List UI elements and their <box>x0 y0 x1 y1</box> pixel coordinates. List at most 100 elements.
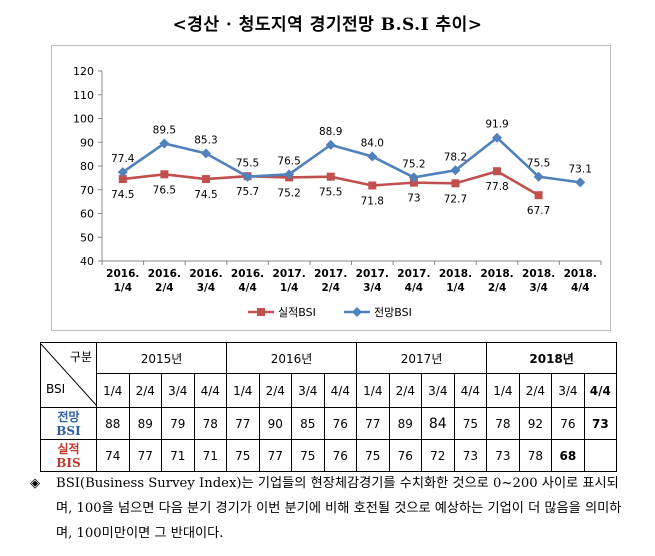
quarter-header: 3/4 <box>161 373 195 408</box>
quarter-header: 2/4 <box>128 373 162 408</box>
table-cell: 72 <box>421 439 455 472</box>
data-label: 88.9 <box>319 126 342 138</box>
data-label: 75.7 <box>236 186 259 198</box>
data-label: 73.1 <box>569 163 592 175</box>
x-tick-label: 1/4 <box>114 282 132 294</box>
data-label: 73 <box>407 193 420 205</box>
table-cell: 71 <box>193 439 228 472</box>
data-point-actual <box>451 179 460 188</box>
quarter-header: 3/4 <box>291 373 325 408</box>
data-point-actual <box>160 170 169 179</box>
y-tick-label: 80 <box>80 160 94 173</box>
row-header: 전망 BSI <box>40 407 97 440</box>
quarter-header: 2/4 <box>518 373 553 408</box>
table-cell: 75 <box>291 439 325 472</box>
data-label: 74.5 <box>111 189 134 201</box>
table-cell <box>583 439 618 472</box>
row-header-line1: 전망 <box>57 409 80 424</box>
x-tick-label: 2017. <box>314 268 347 280</box>
table-row: 전망 BSI 88 89 79 78 77 90 85 76 77 89 84 75 78 92 76 73 <box>40 407 618 440</box>
table-cell: 84 <box>421 407 455 440</box>
x-tick-label: 2018. <box>564 268 597 280</box>
table-cell: 89 <box>388 407 423 440</box>
x-tick-label: 2016. <box>231 268 264 280</box>
table-cell: 78 <box>518 439 553 472</box>
quarter-header: 3/4 <box>421 373 455 408</box>
table-cell: 71 <box>161 439 195 472</box>
table-row: 실적 BIS 74 77 71 71 75 77 75 76 75 76 72 73 73 78 68 <box>40 439 618 472</box>
data-label: 75.5 <box>319 187 342 199</box>
table-cell: 92 <box>518 407 553 440</box>
data-point-forecast <box>284 169 295 180</box>
quarter-header-row: 1/4 2/4 3/4 4/4 1/4 2/4 3/4 4/4 1/4 2/4 3/4 4/4 1/4 2… <box>41 373 618 408</box>
data-label: 76.5 <box>277 155 300 167</box>
x-tick-label: 2017. <box>273 268 306 280</box>
data-label: 67.7 <box>527 205 550 217</box>
y-tick-label: 50 <box>80 231 94 244</box>
x-tick-label: 2/4 <box>155 282 173 294</box>
quarter-header: 2/4 <box>388 373 423 408</box>
row-header-line1: 실적 <box>57 441 80 456</box>
table-cell: 90 <box>258 407 293 440</box>
chart-panel: 40 50 60 70 80 90 100 110 120 2016. 1/4 2016. 2/4 201… <box>51 45 611 331</box>
table-cell: 89 <box>128 407 162 440</box>
x-tick-label: 1/4 <box>446 282 464 294</box>
data-point-forecast <box>159 138 170 149</box>
y-tick-label: 90 <box>80 136 94 149</box>
data-point-forecast <box>325 139 336 150</box>
data-label: 75.5 <box>236 158 259 170</box>
table-cell: 73 <box>486 439 520 472</box>
x-tick-label: 4/4 <box>571 282 589 294</box>
y-tick-label: 120 <box>73 65 94 78</box>
table-cell: 78 <box>486 407 520 440</box>
table-cell: 77 <box>128 439 162 472</box>
year-header: 2015년 <box>95 342 228 374</box>
bullet-icon: ◈ <box>30 476 41 491</box>
table-cell: 75 <box>356 439 390 472</box>
data-label: 71.8 <box>361 195 384 207</box>
y-tick-label: 40 <box>80 255 94 268</box>
corner-bottom-label: BSI <box>46 382 66 396</box>
x-tick-label: 1/4 <box>280 282 298 294</box>
quarter-header: 1/4 <box>226 373 260 408</box>
legend-swatch-marker <box>352 307 362 317</box>
corner-top-label: 구분 <box>69 350 92 364</box>
data-point-actual <box>409 178 418 187</box>
table-header-row: 구분 BSI 2015년 2016년 2017년 2018년 <box>40 342 618 408</box>
year-header: 2017년 <box>356 342 488 374</box>
table-cell: 85 <box>291 407 325 440</box>
data-label: 78.2 <box>444 151 467 163</box>
table-cell: 73 <box>583 407 618 440</box>
x-tick-label: 3/4 <box>363 282 381 294</box>
legend-label: 실적BSI <box>278 306 316 319</box>
quarter-header: 3/4 <box>551 373 585 408</box>
table-cell: 78 <box>193 407 228 440</box>
data-label: 74.5 <box>194 189 217 201</box>
data-point-forecast <box>242 171 253 182</box>
data-label: 75.2 <box>277 187 300 199</box>
x-tick-label: 2017. <box>356 268 389 280</box>
data-label: 75.2 <box>402 158 425 170</box>
x-tick-label: 2016. <box>148 268 181 280</box>
footnote: ◈ BSI(Business Survey Index)는 기업들의 현장체감경… <box>30 471 630 546</box>
data-label: 75.5 <box>527 158 550 170</box>
data-label: 84.0 <box>361 138 384 150</box>
data-point-forecast <box>200 148 211 159</box>
quarter-header: 1/4 <box>486 373 520 408</box>
table-cell: 88 <box>96 407 130 440</box>
table-cell: 77 <box>356 407 390 440</box>
y-tick-label: 100 <box>73 113 94 126</box>
table-cell: 68 <box>551 439 585 472</box>
x-tick-label: 2016. <box>189 268 222 280</box>
table-cell: 76 <box>551 407 585 440</box>
table-cell: 76 <box>388 439 423 472</box>
legend-label: 전망BSI <box>374 306 412 319</box>
page-title: <경산 · 청도지역 경기전망 B.S.I 추이> <box>172 15 483 35</box>
data-label: 77.8 <box>485 181 508 193</box>
data-point-forecast <box>575 177 586 188</box>
legend-swatch-marker <box>257 308 265 316</box>
data-point-forecast <box>408 172 419 183</box>
table-corner-cell: 구분 BSI <box>40 342 97 408</box>
table-cell: 77 <box>258 439 293 472</box>
bsi-line-chart: 40 50 60 70 80 90 100 110 120 2016. 1/4 2016. 2/4 201… <box>73 65 602 319</box>
